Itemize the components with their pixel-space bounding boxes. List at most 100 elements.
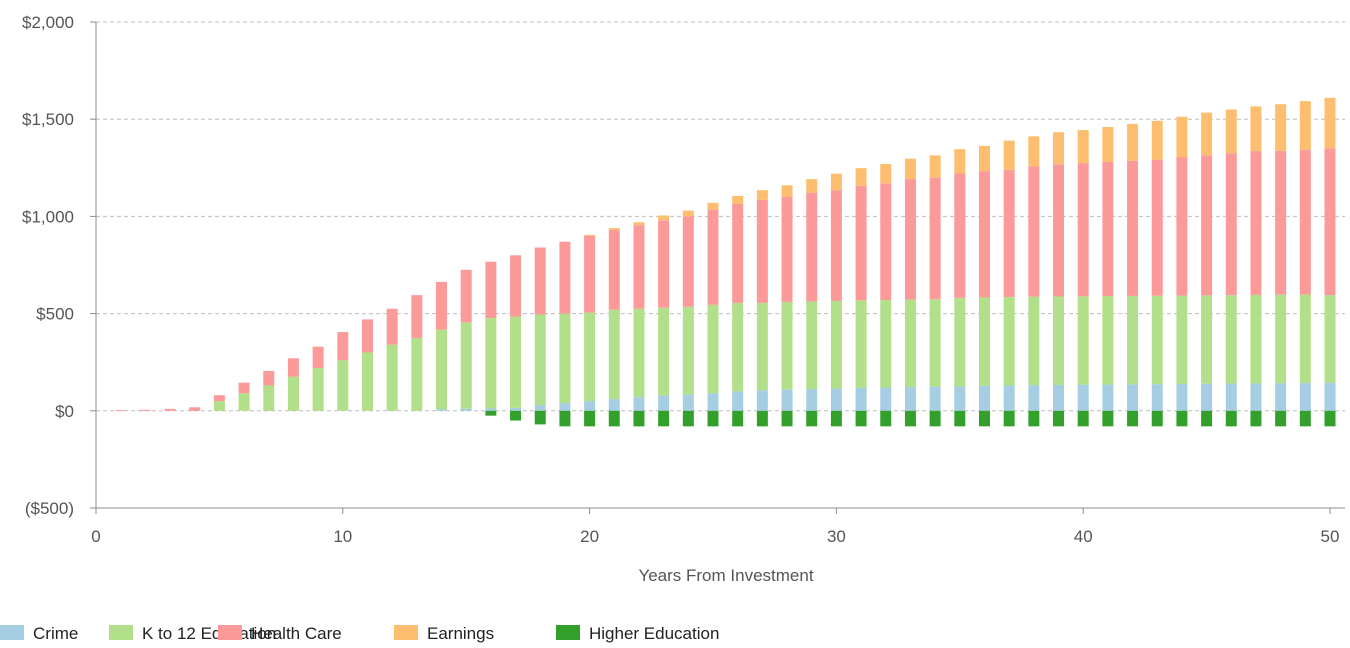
bar-crime [1201, 383, 1213, 411]
bar-earnings [1324, 97, 1336, 149]
bar-crime [1250, 383, 1262, 411]
bar-k-to-12-education [1077, 296, 1089, 385]
bar-crime [830, 388, 842, 411]
bar-k-to-12-education [1127, 295, 1139, 385]
bar-higher-education [1176, 410, 1188, 427]
bar-higher-education [1102, 410, 1114, 427]
bar-crime [1324, 382, 1336, 411]
bar-health-care [337, 332, 349, 361]
bar-k-to-12-education [337, 360, 349, 411]
bar-higher-education [534, 410, 546, 425]
bar-k-to-12-education [904, 299, 916, 388]
bar-health-care [806, 192, 818, 302]
bar-crime [732, 391, 744, 411]
legend-label: Crime [33, 624, 78, 643]
bar-higher-education [954, 410, 966, 427]
axes [95, 22, 1345, 509]
bar-earnings [1299, 101, 1311, 150]
legend-item[interactable]: Crime [0, 624, 78, 643]
bar-higher-education [510, 410, 522, 421]
bar-crime [1176, 383, 1188, 411]
bar-earnings [830, 173, 842, 191]
bar-crime [559, 403, 571, 411]
bar-earnings [1003, 140, 1015, 170]
legend-item[interactable]: Higher Education [556, 624, 719, 643]
bar-higher-education [1077, 410, 1089, 427]
bar-health-care [732, 203, 744, 303]
bar-crime [608, 399, 620, 411]
bar-health-care [1077, 163, 1089, 297]
bar-earnings [954, 149, 966, 174]
bar-k-to-12-education [1028, 296, 1040, 386]
bar-k-to-12-education [460, 322, 472, 409]
bar-k-to-12-education [559, 313, 571, 404]
bar-crime [954, 386, 966, 411]
bar-higher-education [732, 410, 744, 427]
bar-health-care [411, 295, 423, 338]
bar-earnings [1250, 106, 1262, 152]
bar-k-to-12-education [1324, 295, 1336, 383]
bar-higher-education [1003, 410, 1015, 427]
bar-k-to-12-education [756, 302, 768, 391]
bar-crime [633, 397, 645, 411]
bar-health-care [510, 255, 522, 317]
bar-earnings [880, 163, 892, 184]
legend-label: K to 12 Education [142, 624, 276, 643]
bar-health-care [1250, 151, 1262, 295]
bar-crime [781, 389, 793, 411]
bar-k-to-12-education [929, 299, 941, 387]
legend-item[interactable]: K to 12 Education [109, 624, 276, 643]
bar-health-care [164, 408, 176, 411]
bar-k-to-12-education [386, 344, 398, 411]
bar-crime [756, 390, 768, 411]
bar-crime [929, 386, 941, 411]
bar-earnings [707, 202, 719, 210]
bar-k-to-12-education [608, 309, 620, 400]
bar-crime [880, 387, 892, 411]
bar-k-to-12-education [485, 318, 497, 409]
legend-label: Health Care [251, 624, 342, 643]
bar-health-care [1003, 169, 1015, 298]
legend-label: Earnings [427, 624, 494, 643]
bar-health-care [115, 410, 127, 412]
bar-higher-education [1299, 410, 1311, 427]
bar-crime [707, 393, 719, 411]
bar-earnings [756, 190, 768, 200]
bar-crime [584, 401, 596, 411]
bar-health-care [608, 230, 620, 310]
bars [115, 97, 1336, 427]
x-tick-label: 50 [1321, 527, 1340, 546]
x-tick-label: 30 [827, 527, 846, 546]
bar-health-care [756, 199, 768, 303]
bar-higher-education [1151, 410, 1163, 427]
bar-k-to-12-education [510, 316, 522, 408]
bar-earnings [1102, 126, 1114, 162]
bar-health-care [1028, 166, 1040, 297]
bar-health-care [584, 235, 596, 313]
bar-health-care [263, 370, 275, 386]
bar-health-care [1299, 149, 1311, 295]
bar-health-care [312, 346, 324, 369]
bar-crime [682, 394, 694, 411]
bar-crime [1275, 383, 1287, 411]
legend-item[interactable]: Health Care [218, 624, 342, 643]
bar-crime [485, 408, 497, 411]
bar-health-care [1324, 148, 1336, 296]
bar-crime [1003, 385, 1015, 411]
bar-k-to-12-education [1299, 294, 1311, 384]
bar-k-to-12-education [1225, 295, 1237, 384]
legend-swatch [556, 625, 580, 640]
legend-item[interactable]: Earnings [394, 624, 494, 643]
bar-health-care [1275, 150, 1287, 295]
bar-crime [1028, 385, 1040, 411]
bar-health-care [361, 319, 373, 353]
bar-earnings [855, 168, 867, 186]
bar-earnings [1127, 123, 1139, 161]
bar-crime [658, 395, 670, 411]
bar-higher-education [1053, 410, 1065, 427]
bar-k-to-12-education [880, 299, 892, 388]
bar-earnings [904, 158, 916, 180]
bar-higher-education [756, 410, 768, 427]
